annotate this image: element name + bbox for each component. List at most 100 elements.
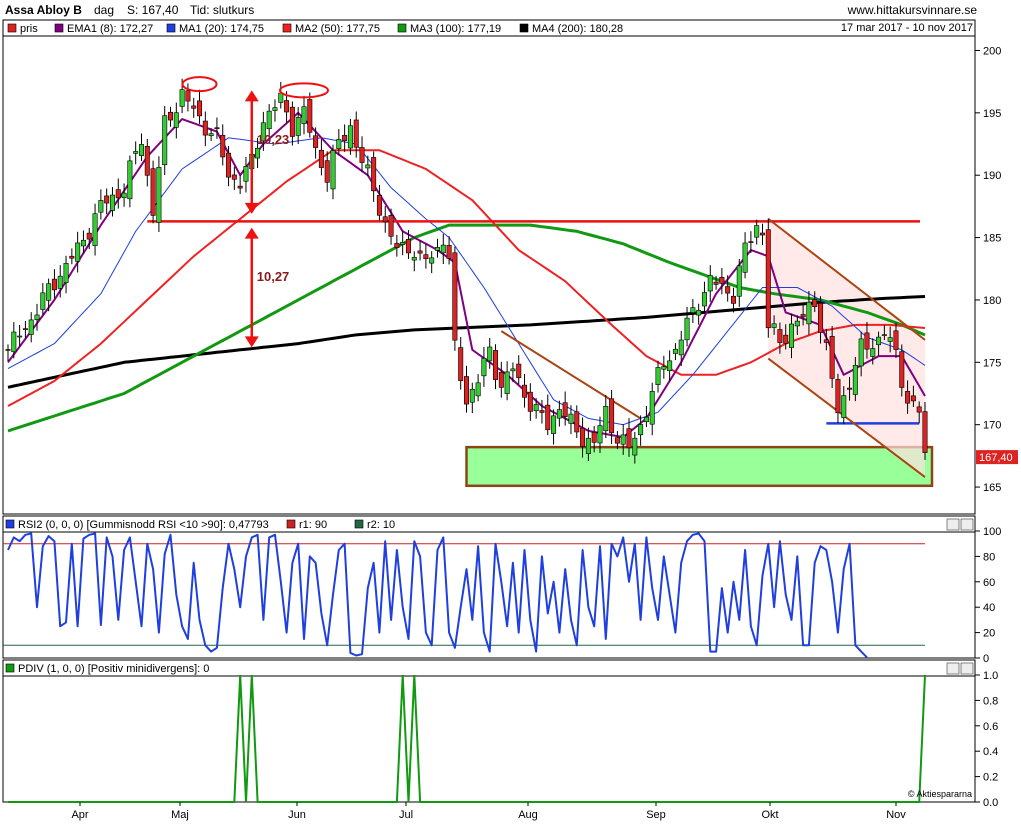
- y-tick-label: 175: [983, 357, 1001, 369]
- candle-up: [678, 339, 684, 356]
- candle: [191, 97, 197, 118]
- candle-up: [533, 404, 539, 412]
- candle: [313, 127, 319, 159]
- candle-down: [609, 398, 615, 434]
- candle: [533, 398, 539, 419]
- candle: [585, 427, 591, 462]
- candle: [458, 337, 464, 390]
- rsi-tick-label: 40: [983, 602, 995, 614]
- candle: [783, 324, 789, 350]
- candle: [527, 383, 533, 421]
- candle-up: [870, 348, 876, 357]
- candle: [284, 91, 290, 123]
- candle-up: [272, 107, 278, 111]
- candle: [237, 174, 243, 195]
- candle-up: [63, 263, 69, 283]
- candle: [632, 432, 638, 464]
- candle: [893, 322, 899, 358]
- candle: [34, 303, 40, 331]
- legend-label: MA4 (200): 180,28: [532, 23, 623, 35]
- candle: [655, 360, 661, 393]
- candle-up: [638, 424, 644, 436]
- rsi-tick-label: 60: [983, 577, 995, 589]
- candle: [922, 402, 928, 460]
- candle: [876, 331, 882, 356]
- candle-down: [539, 410, 545, 413]
- arrow-head: [244, 90, 259, 102]
- candle: [678, 330, 684, 367]
- candle: [446, 236, 452, 265]
- candle: [754, 219, 760, 245]
- candle: [504, 361, 510, 401]
- rsi-line: [7, 532, 868, 659]
- candle: [260, 111, 266, 151]
- candle-down: [823, 339, 829, 343]
- candle: [481, 347, 487, 387]
- x-tick-label: Aug: [518, 809, 538, 821]
- candle: [748, 231, 754, 253]
- candle-up: [887, 337, 893, 342]
- rsi-axis: 0 20 40 60 80 100: [975, 526, 1001, 665]
- candle-down: [759, 232, 765, 236]
- candle: [150, 160, 156, 224]
- candle-up: [121, 192, 127, 199]
- candle: [649, 382, 655, 436]
- last-price-tag: [976, 450, 1018, 465]
- candle: [109, 187, 115, 217]
- candle-up: [80, 239, 86, 247]
- candle: [330, 144, 336, 200]
- candle-up: [156, 167, 162, 223]
- candle: [887, 326, 893, 353]
- site-label: www.hittakursvinnare.se: [847, 3, 978, 17]
- candle: [434, 238, 440, 258]
- arrow-head: [244, 227, 259, 239]
- candle: [829, 326, 835, 388]
- candle-up: [301, 106, 307, 124]
- x-tick-label: Jul: [399, 809, 413, 821]
- candle: [910, 385, 916, 407]
- candle-down: [284, 100, 290, 113]
- legend-swatch: [7, 23, 17, 33]
- candle: [789, 313, 795, 359]
- pdiv-tick-label: 1.0: [983, 670, 998, 682]
- candle-up: [11, 331, 17, 353]
- candle: [46, 278, 52, 312]
- candle: [870, 338, 876, 365]
- candle: [411, 251, 417, 272]
- candle: [777, 322, 783, 354]
- candle: [736, 259, 742, 307]
- candle: [812, 291, 818, 313]
- candle-down: [812, 299, 818, 308]
- last-price-label: S: 167,40: [127, 3, 179, 17]
- candle: [400, 231, 406, 256]
- pdiv-panel: [2, 659, 976, 803]
- candle-up: [568, 413, 574, 424]
- candle-down: [405, 238, 411, 254]
- candle: [289, 101, 295, 146]
- candle-down: [730, 295, 736, 304]
- candle-down: [800, 314, 806, 318]
- price-plot: 10,23 10,27: [5, 76, 934, 488]
- candle: [597, 416, 603, 453]
- candle-down: [353, 119, 359, 148]
- candle: [614, 431, 620, 450]
- candle: [730, 287, 736, 313]
- pdiv-title: PDIV (1, 0, 0) [Positiv minidivergens]: …: [18, 663, 209, 675]
- candle: [516, 355, 522, 385]
- candle: [324, 151, 330, 192]
- candle: [858, 331, 864, 377]
- candle-down: [899, 351, 905, 388]
- pdiv-tick-label: 0.4: [983, 746, 998, 758]
- rsi-settings-icon: [960, 518, 974, 531]
- pdiv-line: [8, 674, 926, 803]
- candle-up: [208, 133, 214, 137]
- candle-up: [162, 115, 168, 166]
- r1-swatch: [286, 519, 296, 529]
- candle: [603, 395, 609, 439]
- candle-up: [133, 151, 139, 154]
- candle-down: [818, 302, 824, 333]
- candle-up: [690, 307, 696, 313]
- rsi-swatch: [5, 519, 15, 529]
- candle: [133, 141, 139, 165]
- ma50-line: [7, 149, 926, 407]
